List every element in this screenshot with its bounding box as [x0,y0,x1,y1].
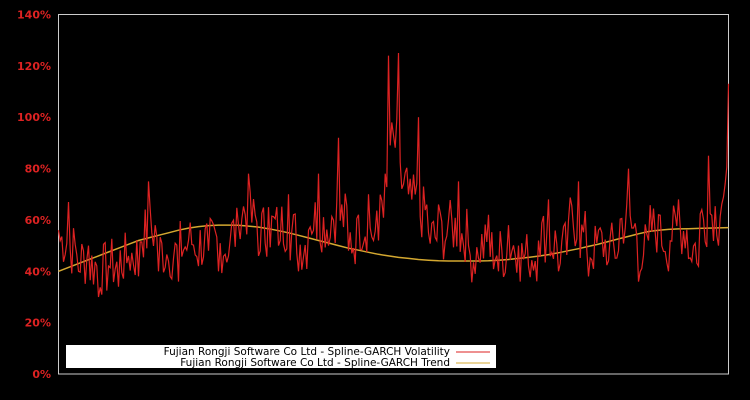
y-tick-label: 40% [25,265,51,278]
legend-label-volatility: Fujian Rongji Software Co Ltd - Spline-G… [164,346,450,358]
y-tick-label: 60% [25,214,51,227]
y-tick-label: 80% [25,163,51,176]
legend: Fujian Rongji Software Co Ltd - Spline-G… [66,345,496,369]
plot-area [57,52,730,298]
volatility-line [57,52,730,298]
y-tick-label: 0% [32,368,51,381]
y-tick-label: 100% [17,111,51,124]
y-tick-label: 120% [17,60,51,73]
y-tick-label: 20% [25,317,51,330]
trend-line [58,224,729,272]
y-axis: 0% 20% 40% 60% 80% 100% 120% 140% [17,9,51,382]
plot-frame [58,14,729,375]
y-tick-label: 140% [17,9,51,22]
legend-label-trend: Fujian Rongji Software Co Ltd - Spline-G… [180,357,450,369]
legend-box [66,345,496,368]
